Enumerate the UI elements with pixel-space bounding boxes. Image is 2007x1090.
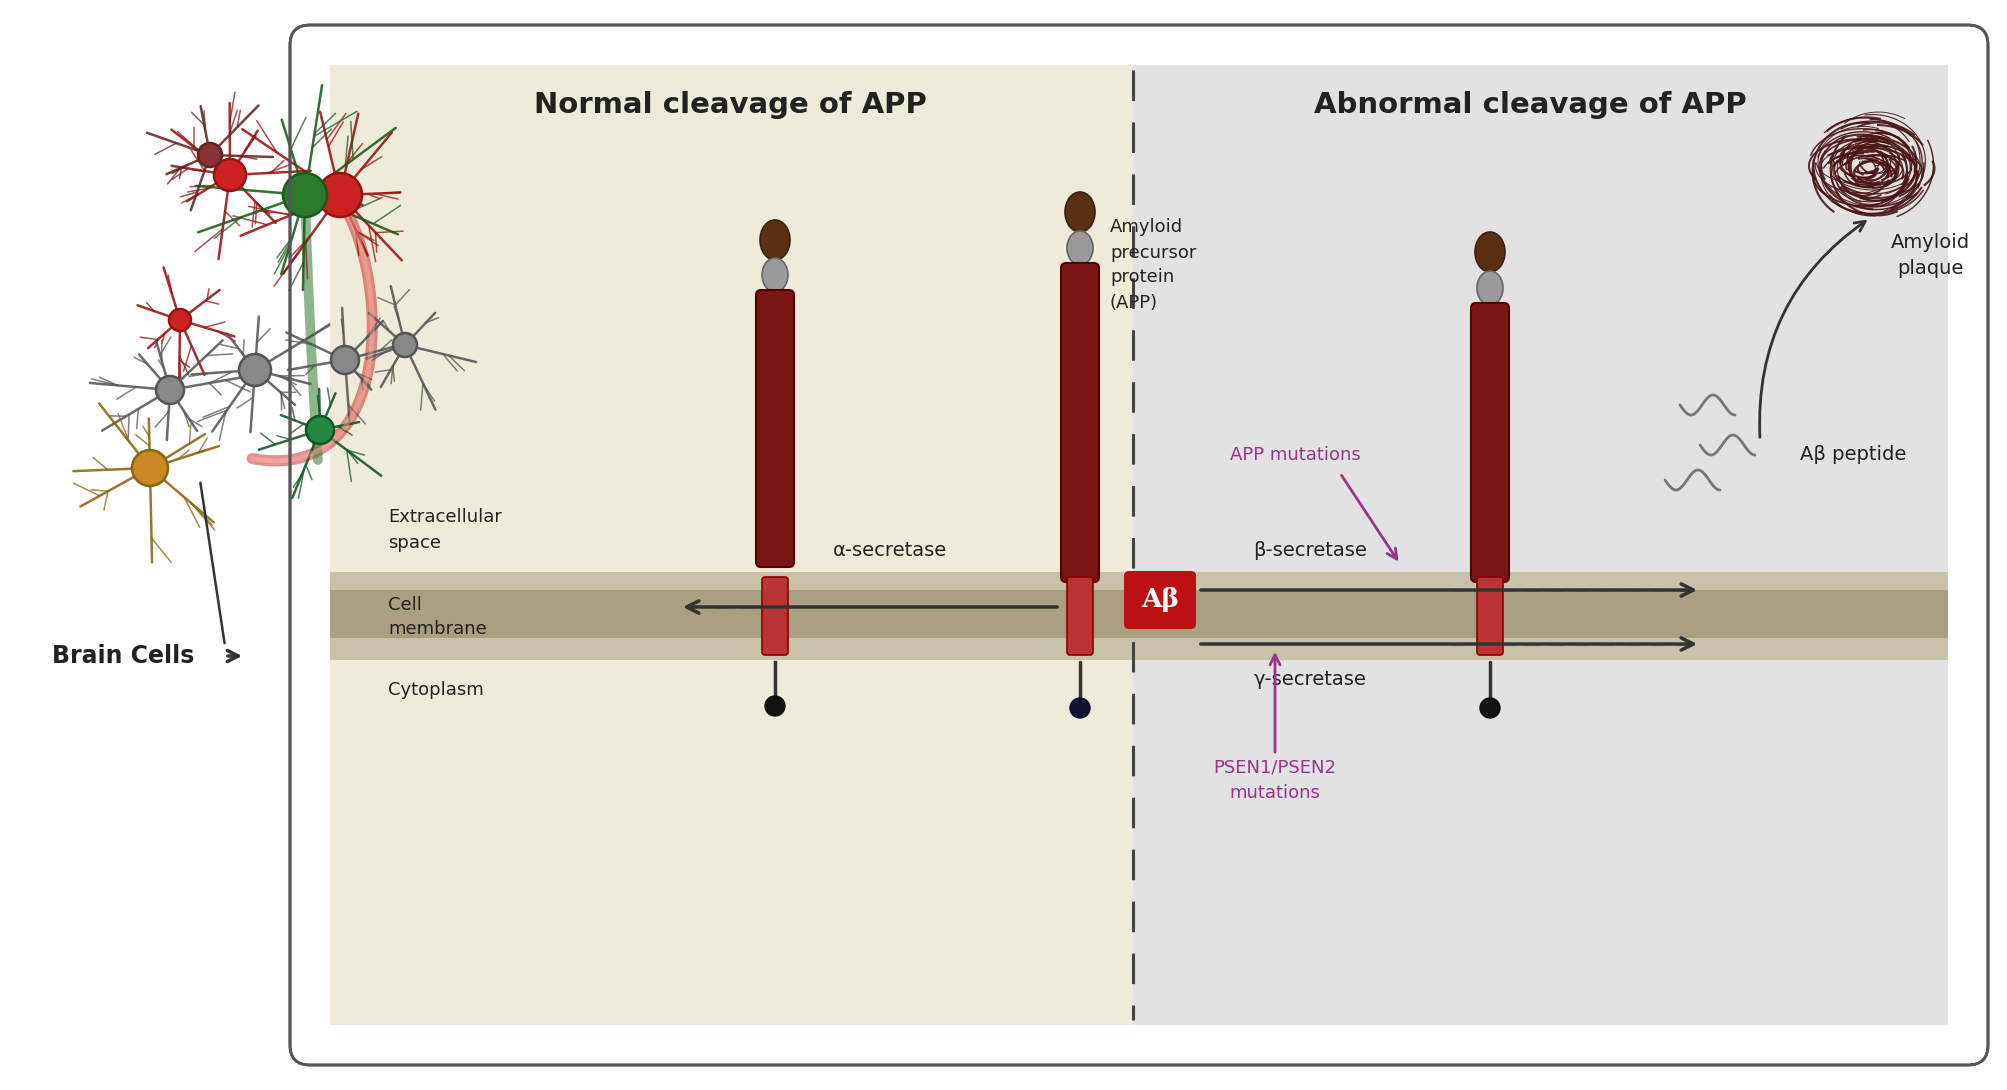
- Circle shape: [215, 159, 247, 191]
- Circle shape: [169, 308, 191, 331]
- Text: APP mutations: APP mutations: [1228, 446, 1359, 464]
- Text: Cell
membrane: Cell membrane: [387, 595, 486, 639]
- Text: Aβ: Aβ: [1140, 588, 1178, 613]
- FancyBboxPatch shape: [289, 25, 1987, 1065]
- Circle shape: [393, 334, 417, 358]
- Circle shape: [1070, 698, 1090, 718]
- FancyBboxPatch shape: [1066, 577, 1092, 655]
- Ellipse shape: [1475, 232, 1505, 272]
- Text: Extracellular
space: Extracellular space: [387, 509, 502, 552]
- Circle shape: [317, 173, 361, 217]
- Circle shape: [331, 346, 359, 374]
- Circle shape: [1479, 698, 1499, 718]
- Circle shape: [305, 416, 333, 444]
- Text: β-secretase: β-secretase: [1252, 541, 1367, 560]
- FancyBboxPatch shape: [1124, 571, 1196, 629]
- Text: Brain Cells: Brain Cells: [52, 644, 195, 668]
- Ellipse shape: [759, 220, 789, 261]
- FancyBboxPatch shape: [1477, 577, 1503, 655]
- Text: Abnormal cleavage of APP: Abnormal cleavage of APP: [1313, 90, 1746, 119]
- Circle shape: [239, 354, 271, 386]
- Text: PSEN1/PSEN2
mutations: PSEN1/PSEN2 mutations: [1212, 759, 1337, 801]
- Ellipse shape: [1066, 231, 1092, 265]
- Bar: [329, 572, 1947, 661]
- Text: Amyloid
precursor
protein
(APP): Amyloid precursor protein (APP): [1110, 218, 1196, 312]
- Circle shape: [283, 173, 327, 217]
- Text: Amyloid
plaque: Amyloid plaque: [1889, 233, 1969, 279]
- Text: Aβ peptide: Aβ peptide: [1798, 446, 1905, 464]
- Circle shape: [157, 376, 185, 404]
- Bar: [329, 590, 1947, 638]
- Ellipse shape: [761, 258, 787, 292]
- Text: Cytoplasm: Cytoplasm: [387, 681, 484, 699]
- FancyBboxPatch shape: [1060, 263, 1098, 582]
- Text: Normal cleavage of APP: Normal cleavage of APP: [534, 90, 925, 119]
- Circle shape: [199, 143, 223, 167]
- FancyBboxPatch shape: [761, 577, 787, 655]
- Circle shape: [132, 450, 169, 486]
- Bar: [1132, 65, 1947, 1025]
- Ellipse shape: [1477, 271, 1503, 305]
- FancyBboxPatch shape: [1471, 303, 1507, 582]
- FancyBboxPatch shape: [755, 290, 793, 567]
- Bar: [329, 65, 1132, 1025]
- Circle shape: [765, 697, 785, 716]
- Text: α-secretase: α-secretase: [833, 541, 947, 560]
- Text: γ-secretase: γ-secretase: [1252, 670, 1365, 689]
- Ellipse shape: [1064, 192, 1094, 232]
